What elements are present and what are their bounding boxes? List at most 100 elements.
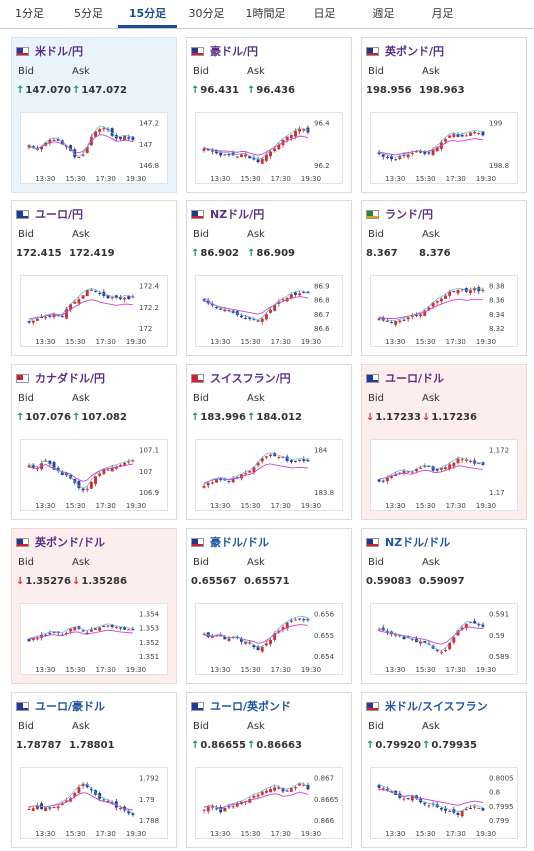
bid-label: Bid: [193, 557, 209, 568]
candle-body: [260, 458, 264, 462]
candle-body: [385, 320, 389, 322]
candle-body: [27, 639, 31, 642]
mini-chart[interactable]: 172.4 172.2 172 13:30 15:30 17:30 19:30: [20, 275, 168, 347]
ask-price: 1.78801: [69, 740, 115, 751]
rate-card-usd-jpy[interactable]: 米ドル/円 Bid Ask ↑147.070 ↑147.072 147.2 147 146.8…: [11, 37, 177, 193]
short-average-line: [203, 782, 309, 810]
tab-1[interactable]: 5分足: [74, 7, 103, 20]
x-tick-label: 17:30: [96, 502, 116, 510]
bid-label: Bid: [18, 229, 34, 240]
rate-card-eur-gbp[interactable]: ユーロ/英ポンド Bid Ask ↑0.86655 ↑0.86663 0.867 0.866…: [186, 692, 352, 848]
mini-chart[interactable]: 184 183.8 13:30 15:30 17:30 19:30: [195, 439, 343, 511]
tab-4[interactable]: 1時間足: [245, 7, 286, 20]
candle-body: [410, 152, 414, 154]
rate-card-cad-jpy[interactable]: カナダドル/円 Bid Ask ↑107.076 ↑107.082 107.1 107 106…: [11, 364, 177, 520]
candle-body: [289, 788, 293, 792]
arrow-down-icon: ↓: [422, 412, 431, 423]
arrow-up-icon: ↑: [247, 412, 256, 423]
pair-title[interactable]: 米ドル/円: [35, 45, 84, 58]
rate-card-nzd-jpy[interactable]: NZドル/円 Bid Ask ↑86.902 ↑86.909 86.9 86.8 86.7 86…: [186, 200, 352, 356]
rate-card-eur-usd[interactable]: ユーロ/ドル Bid Ask ↓1.17233 ↓1.17236 1.172 1.17 13:…: [361, 364, 527, 520]
candle-body: [477, 807, 481, 809]
mini-chart[interactable]: 86.9 86.8 86.7 86.6 13:30 15:30 17:30 19:30: [195, 275, 343, 347]
mini-chart[interactable]: 96.4 96.2 13:30 15:30 17:30 19:30: [195, 112, 343, 184]
tab-6[interactable]: 週足: [372, 7, 395, 20]
pair-title[interactable]: NZドル/円: [210, 208, 265, 221]
rate-card-gbp-jpy[interactable]: 英ポンド/円 Bid Ask 198.956 198.963 199 198.8 13:30 1…: [361, 37, 527, 193]
candle-body: [452, 462, 456, 467]
candle-body: [73, 301, 77, 304]
candle-body: [127, 137, 131, 139]
tab-2[interactable]: 15分足: [118, 0, 177, 28]
candle-body: [406, 317, 410, 320]
rate-card-usd-chf[interactable]: 米ドル/スイスフラン Bid Ask ↑0.79920 ↑0.79935 0.8005 0.…: [361, 692, 527, 848]
candle-body: [260, 647, 264, 652]
mini-chart[interactable]: 1.354 1.353 1.352 1.351 13:30 15:30 17:30 19:30: [20, 603, 168, 675]
rate-card-eur-jpy[interactable]: ユーロ/円 Bid Ask 172.415 172.419 172.4 172.2 172 13…: [11, 200, 177, 356]
mini-chart[interactable]: 0.867 0.8665 0.866 13:30 15:30 17:30 19:30: [195, 767, 343, 839]
rate-card-nzd-usd[interactable]: NZドル/ドル Bid Ask 0.59083 0.59097 0.591 0.59 0.58…: [361, 528, 527, 684]
ask-price: 198.963: [419, 85, 465, 96]
moving-average-line: [378, 298, 483, 319]
mini-chart[interactable]: 0.591 0.59 0.589 13:30 15:30 17:30 19:30: [370, 603, 518, 675]
mini-chart[interactable]: 1.172 1.17 13:30 15:30 17:30 19:30: [370, 439, 518, 511]
rate-card-eur-aud[interactable]: ユーロ/豪ドル Bid Ask 1.78787 1.78801 1.792 1.79 1.78…: [11, 692, 177, 848]
pair-title[interactable]: 英ポンド/ドル: [35, 536, 106, 549]
pair-title[interactable]: 英ポンド/円: [385, 45, 445, 58]
rate-card-aud-usd[interactable]: 豪ドル/ドル Bid Ask 0.65567 0.65571 0.656 0.655 0.65…: [186, 528, 352, 684]
pair-title[interactable]: カナダドル/円: [35, 372, 106, 385]
y-tick-label: 8.34: [489, 311, 505, 319]
candle-body: [402, 319, 406, 321]
pair-title[interactable]: 米ドル/スイスフラン: [385, 700, 488, 713]
ask-label: Ask: [247, 557, 265, 568]
mini-chart[interactable]: 8.38 8.36 8.34 8.32 13:30 15:30 17:30 19:30: [370, 275, 518, 347]
candle-body: [256, 320, 260, 322]
tab-7[interactable]: 月足: [431, 7, 454, 20]
short-average-line: [28, 623, 133, 639]
rate-card-zar-jpy[interactable]: ランド/円 Bid Ask 8.367 8.376 8.38 8.36 8.34 8.32 13:…: [361, 200, 527, 356]
pair-title[interactable]: ユーロ/英ポンド: [210, 700, 292, 713]
candle-body: [219, 308, 223, 310]
candle-body: [81, 154, 85, 156]
x-tick-label: 15:30: [240, 175, 260, 183]
candle-body: [264, 643, 268, 646]
tab-5[interactable]: 日足: [313, 7, 336, 20]
arrow-up-icon: ↑: [247, 248, 256, 259]
x-tick-label: 17:30: [271, 502, 291, 510]
candle-body: [69, 304, 73, 310]
candle-body: [127, 296, 131, 299]
moving-average-line: [28, 629, 133, 640]
pair-title[interactable]: ランド/円: [385, 208, 434, 221]
candle-body: [227, 153, 231, 155]
pair-title[interactable]: スイスフラン/円: [210, 372, 291, 385]
candle-body: [56, 138, 60, 141]
rate-card-gbp-usd[interactable]: 英ポンド/ドル Bid Ask ↓1.35276 ↓1.35286 1.354 1.353 1…: [11, 528, 177, 684]
mini-chart[interactable]: 107.1 107 106.9 13:30 15:30 17:30 19:30: [20, 439, 168, 511]
rate-card-chf-jpy[interactable]: スイスフラン/円 Bid Ask ↑183.996 ↑184.012 184 183.8 13…: [186, 364, 352, 520]
pair-title[interactable]: ユーロ/円: [35, 208, 84, 221]
candle-body: [65, 308, 68, 319]
pair-title[interactable]: NZドル/ドル: [385, 536, 451, 549]
mini-chart[interactable]: 1.792 1.79 1.788 13:30 15:30 17:30 19:30: [20, 767, 168, 839]
candle-body: [244, 641, 248, 644]
pair-title[interactable]: 豪ドル/ドル: [210, 536, 270, 549]
pair-title[interactable]: ユーロ/ドル: [385, 372, 445, 385]
rate-card-aud-jpy[interactable]: 豪ドル/円 Bid Ask ↑96.431 ↑96.436 96.4 96.2 13:30 15…: [186, 37, 352, 193]
candle-body: [102, 127, 106, 130]
y-tick-label: 146.8: [139, 162, 159, 170]
candle-body: [456, 289, 460, 294]
candle-body: [444, 467, 447, 470]
tab-0[interactable]: 1分足: [15, 7, 44, 20]
mini-chart[interactable]: 0.8005 0.8 0.7995 0.799 13:30 15:30 17:30 19:30: [370, 767, 518, 839]
mini-chart[interactable]: 147.2 147 146.8 13:30 15:30 17:30 19:30: [20, 112, 168, 184]
candle-body: [402, 471, 406, 474]
pair-title[interactable]: 豪ドル/円: [210, 45, 259, 58]
tab-3[interactable]: 30分足: [188, 7, 225, 20]
short-average-line: [378, 287, 483, 321]
gb-flag-icon: [16, 537, 29, 547]
y-tick-label: 147: [139, 141, 152, 149]
pair-title[interactable]: ユーロ/豪ドル: [35, 700, 106, 713]
candle-body: [227, 806, 231, 808]
mini-chart[interactable]: 0.656 0.655 0.654 13:30 15:30 17:30 19:30: [195, 603, 343, 675]
mini-chart[interactable]: 199 198.8 13:30 15:30 17:30 19:30: [370, 112, 518, 184]
